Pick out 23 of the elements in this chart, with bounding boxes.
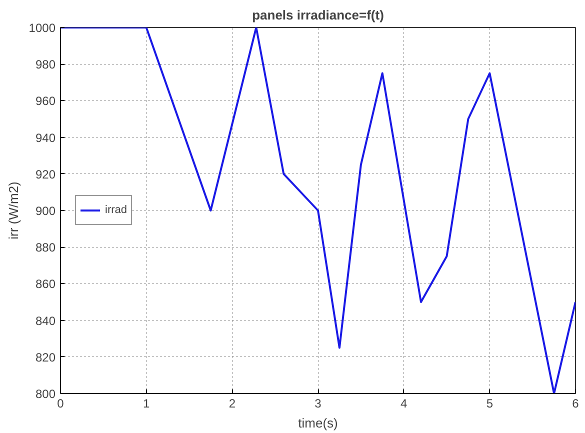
line-series xyxy=(60,28,576,394)
y-tick-label: 960 xyxy=(35,94,56,108)
y-tick-label: 820 xyxy=(35,350,56,364)
y-tick-label: 860 xyxy=(35,277,56,292)
y-tick-label: 980 xyxy=(35,58,56,72)
y-tick-label: 840 xyxy=(35,314,56,328)
y-tick-label: 940 xyxy=(35,130,56,145)
x-tick-label: 5 xyxy=(486,396,494,410)
x-tick-label: 2 xyxy=(228,396,236,410)
y-tick-label: 800 xyxy=(35,387,56,401)
x-axis-title: time(s) xyxy=(298,416,338,430)
y-axis-title: irr (W/m2) xyxy=(6,182,21,240)
legend-label: irrad xyxy=(105,204,128,216)
y-tick-label: 1000 xyxy=(28,21,56,35)
x-tick-label: 6 xyxy=(572,396,580,410)
x-tick-label: 4 xyxy=(400,396,408,410)
chart-title: panels irradiance=f(t) xyxy=(252,8,384,22)
y-tick-label: 880 xyxy=(35,240,56,255)
x-tick-label: 1 xyxy=(142,396,150,410)
x-tick-label: 3 xyxy=(314,396,322,410)
y-tick-label: 900 xyxy=(35,204,56,218)
y-tick-label: 920 xyxy=(35,167,56,182)
x-tick-label: 0 xyxy=(57,396,64,410)
